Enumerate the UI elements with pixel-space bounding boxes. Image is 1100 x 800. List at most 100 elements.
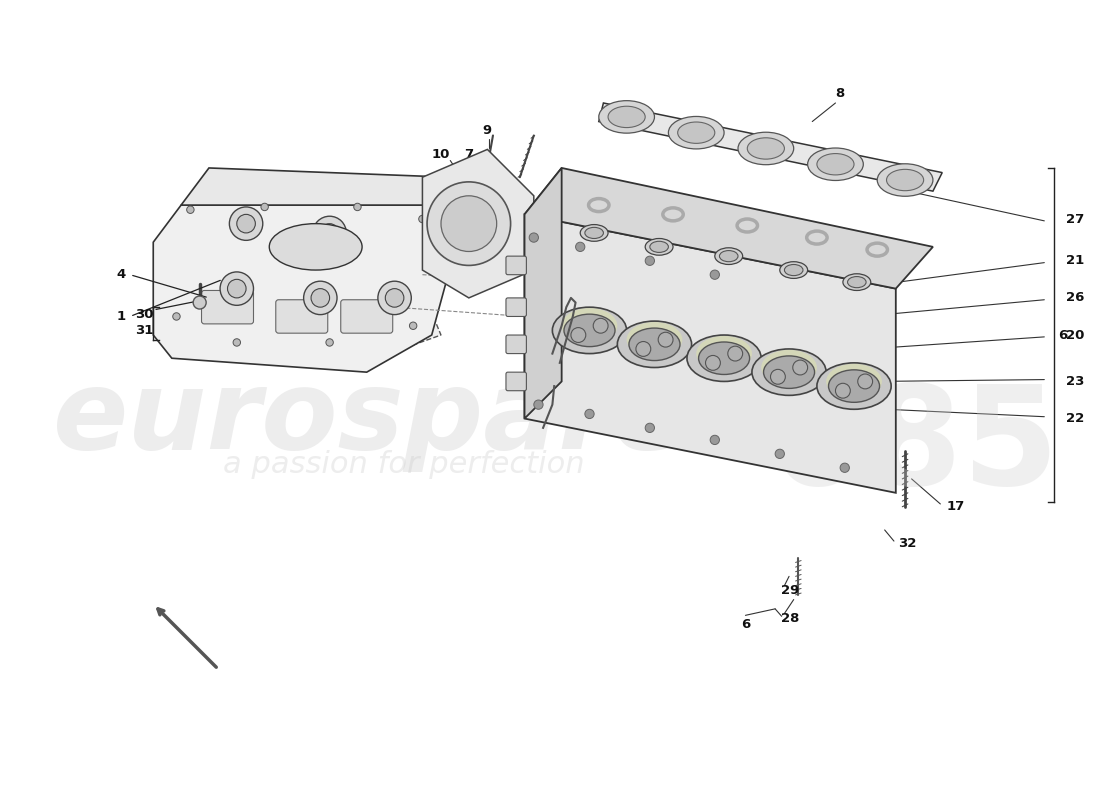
FancyBboxPatch shape bbox=[276, 300, 328, 333]
Circle shape bbox=[593, 318, 608, 333]
Circle shape bbox=[187, 206, 194, 214]
Ellipse shape bbox=[564, 314, 615, 346]
Ellipse shape bbox=[752, 349, 826, 395]
Circle shape bbox=[409, 322, 417, 330]
Text: a passion for perfection: a passion for perfection bbox=[223, 450, 585, 479]
Ellipse shape bbox=[877, 164, 933, 196]
Text: 31: 31 bbox=[135, 324, 153, 337]
Text: 26: 26 bbox=[1066, 291, 1083, 304]
Text: 23: 23 bbox=[1066, 375, 1083, 388]
Circle shape bbox=[220, 272, 253, 306]
Polygon shape bbox=[182, 168, 460, 233]
Circle shape bbox=[378, 281, 411, 314]
Ellipse shape bbox=[715, 248, 742, 265]
Ellipse shape bbox=[627, 322, 682, 358]
Ellipse shape bbox=[562, 308, 617, 343]
Circle shape bbox=[326, 338, 333, 346]
Text: 7: 7 bbox=[464, 147, 473, 161]
Ellipse shape bbox=[617, 321, 692, 367]
Ellipse shape bbox=[698, 342, 749, 374]
FancyBboxPatch shape bbox=[506, 335, 527, 354]
Ellipse shape bbox=[817, 154, 854, 175]
FancyBboxPatch shape bbox=[506, 256, 527, 274]
FancyBboxPatch shape bbox=[506, 298, 527, 317]
Ellipse shape bbox=[784, 265, 803, 276]
Circle shape bbox=[311, 289, 330, 307]
Ellipse shape bbox=[887, 170, 924, 190]
FancyBboxPatch shape bbox=[341, 300, 393, 333]
Polygon shape bbox=[525, 214, 895, 493]
Polygon shape bbox=[422, 150, 534, 298]
Ellipse shape bbox=[646, 238, 673, 255]
Text: eurospares: eurospares bbox=[53, 365, 755, 472]
Ellipse shape bbox=[747, 138, 784, 159]
Circle shape bbox=[705, 355, 720, 370]
Polygon shape bbox=[158, 266, 441, 358]
Circle shape bbox=[776, 449, 784, 458]
Text: 27: 27 bbox=[1066, 213, 1083, 226]
Text: 28: 28 bbox=[781, 612, 799, 625]
FancyBboxPatch shape bbox=[506, 372, 527, 390]
Ellipse shape bbox=[696, 336, 752, 371]
Circle shape bbox=[419, 215, 426, 222]
Circle shape bbox=[428, 262, 436, 269]
Text: 21: 21 bbox=[1066, 254, 1083, 267]
Circle shape bbox=[840, 463, 849, 472]
Circle shape bbox=[571, 328, 586, 342]
Circle shape bbox=[646, 256, 654, 266]
Polygon shape bbox=[598, 103, 943, 191]
Ellipse shape bbox=[738, 132, 794, 165]
Text: 9: 9 bbox=[483, 124, 492, 138]
Circle shape bbox=[770, 370, 785, 384]
Circle shape bbox=[312, 216, 346, 250]
Circle shape bbox=[529, 233, 538, 242]
Text: 17: 17 bbox=[947, 500, 965, 514]
Ellipse shape bbox=[719, 250, 738, 262]
Text: 4: 4 bbox=[117, 268, 125, 281]
Ellipse shape bbox=[688, 335, 761, 382]
Ellipse shape bbox=[817, 363, 891, 410]
Circle shape bbox=[228, 279, 246, 298]
Circle shape bbox=[230, 207, 263, 240]
Ellipse shape bbox=[807, 148, 864, 181]
Circle shape bbox=[304, 281, 337, 314]
Circle shape bbox=[575, 242, 585, 251]
Text: 20: 20 bbox=[1066, 329, 1083, 342]
Text: 6: 6 bbox=[1058, 329, 1067, 342]
Text: 085: 085 bbox=[769, 379, 1059, 514]
Text: 24: 24 bbox=[557, 245, 575, 258]
Circle shape bbox=[233, 338, 241, 346]
Ellipse shape bbox=[629, 328, 680, 361]
Ellipse shape bbox=[843, 274, 871, 290]
Ellipse shape bbox=[598, 101, 654, 133]
Text: 6: 6 bbox=[740, 618, 750, 631]
Circle shape bbox=[728, 346, 743, 361]
Circle shape bbox=[534, 400, 543, 410]
Circle shape bbox=[711, 435, 719, 445]
Circle shape bbox=[354, 203, 361, 210]
Circle shape bbox=[585, 410, 594, 418]
Ellipse shape bbox=[552, 307, 627, 354]
Ellipse shape bbox=[580, 225, 608, 242]
Circle shape bbox=[236, 214, 255, 233]
Ellipse shape bbox=[608, 106, 646, 127]
Circle shape bbox=[793, 360, 807, 375]
Circle shape bbox=[441, 196, 497, 251]
Circle shape bbox=[173, 313, 180, 320]
Text: 29: 29 bbox=[781, 584, 799, 597]
Text: 32: 32 bbox=[898, 538, 916, 550]
Ellipse shape bbox=[650, 242, 669, 253]
Text: 22: 22 bbox=[1066, 412, 1083, 425]
Ellipse shape bbox=[585, 227, 604, 238]
Text: 30: 30 bbox=[134, 308, 153, 321]
Text: 8: 8 bbox=[836, 87, 845, 100]
Polygon shape bbox=[525, 168, 933, 289]
Ellipse shape bbox=[763, 356, 815, 388]
Polygon shape bbox=[525, 168, 562, 418]
Ellipse shape bbox=[828, 370, 880, 402]
Ellipse shape bbox=[270, 224, 362, 270]
Circle shape bbox=[711, 270, 719, 279]
Circle shape bbox=[320, 224, 339, 242]
Circle shape bbox=[427, 182, 510, 266]
Text: 6: 6 bbox=[579, 198, 587, 211]
